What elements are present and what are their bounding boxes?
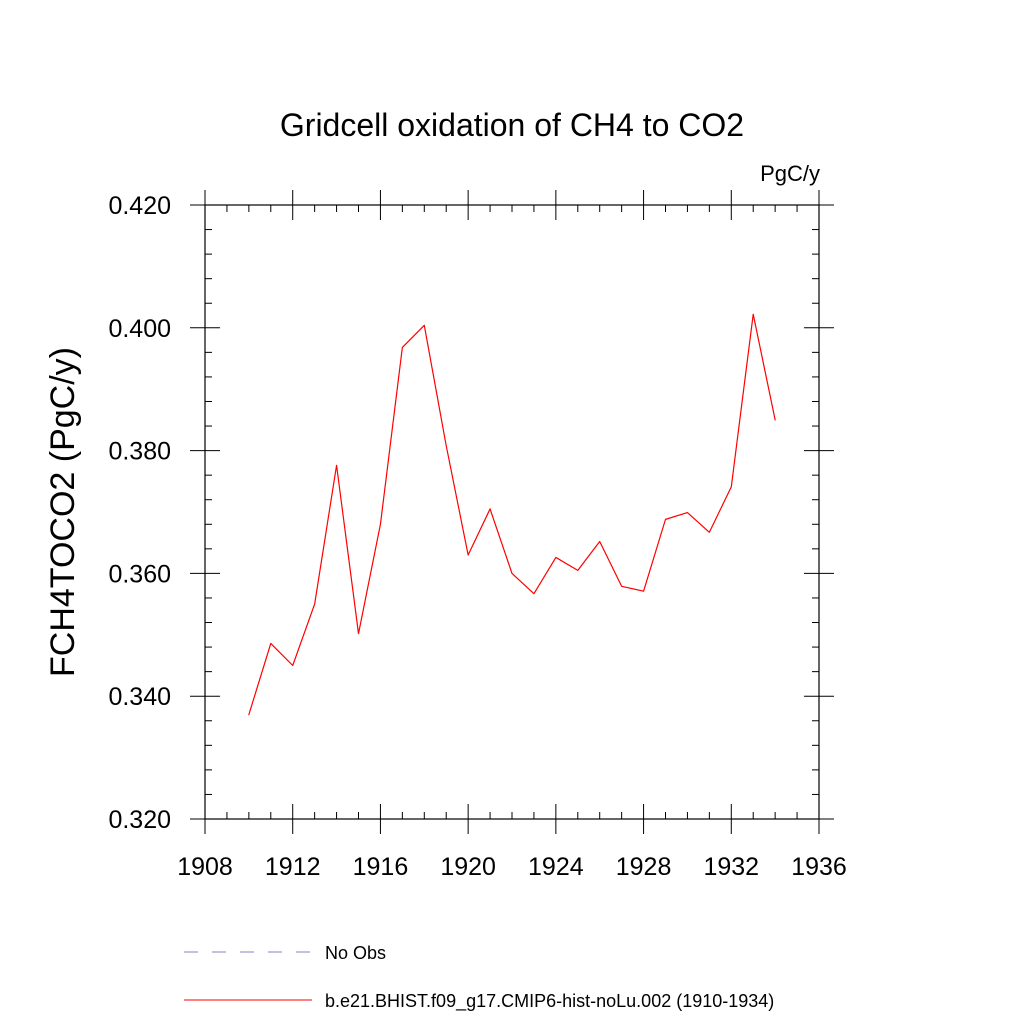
x-tick-label: 1912 [265, 853, 321, 881]
legend-label: b.e21.BHIST.f09_g17.CMIP6-hist-noLu.002 … [325, 991, 774, 1012]
legend-label: No Obs [325, 943, 386, 963]
tick-labels: 1908 1912 1916 1920 1924 1928 1932 1936 0.320 0.3… [108, 192, 846, 881]
plot-frame [204, 204, 820, 820]
x-tick-label: 1928 [616, 853, 672, 881]
y-tick-label: 0.320 [108, 806, 171, 834]
y-tick-label: 0.400 [108, 315, 171, 343]
series-line [248, 313, 776, 716]
chart-title: Gridcell oxidation of CH4 to CO2 [280, 107, 744, 143]
series-lines [248, 313, 776, 716]
units-label: PgC/y [760, 161, 820, 186]
x-tick-label: 1908 [177, 853, 233, 881]
x-tick-label: 1936 [791, 853, 847, 881]
x-tick-label: 1920 [440, 853, 496, 881]
y-tick-label: 0.380 [108, 438, 171, 466]
x-tick-label: 1916 [353, 853, 409, 881]
y-tick-label: 0.420 [108, 192, 171, 220]
legend: No Obs b.e21.BHIST.f09_g17.CMIP6-hist-noL… [184, 943, 774, 1012]
y-axis-label: FCH4TOCO2 (PgC/y) [44, 347, 82, 677]
y-tick-label: 0.340 [108, 683, 171, 711]
axis-ticks [190, 190, 834, 834]
x-tick-label: 1924 [528, 853, 584, 881]
y-tick-label: 0.360 [108, 560, 171, 588]
x-tick-label: 1932 [703, 853, 759, 881]
